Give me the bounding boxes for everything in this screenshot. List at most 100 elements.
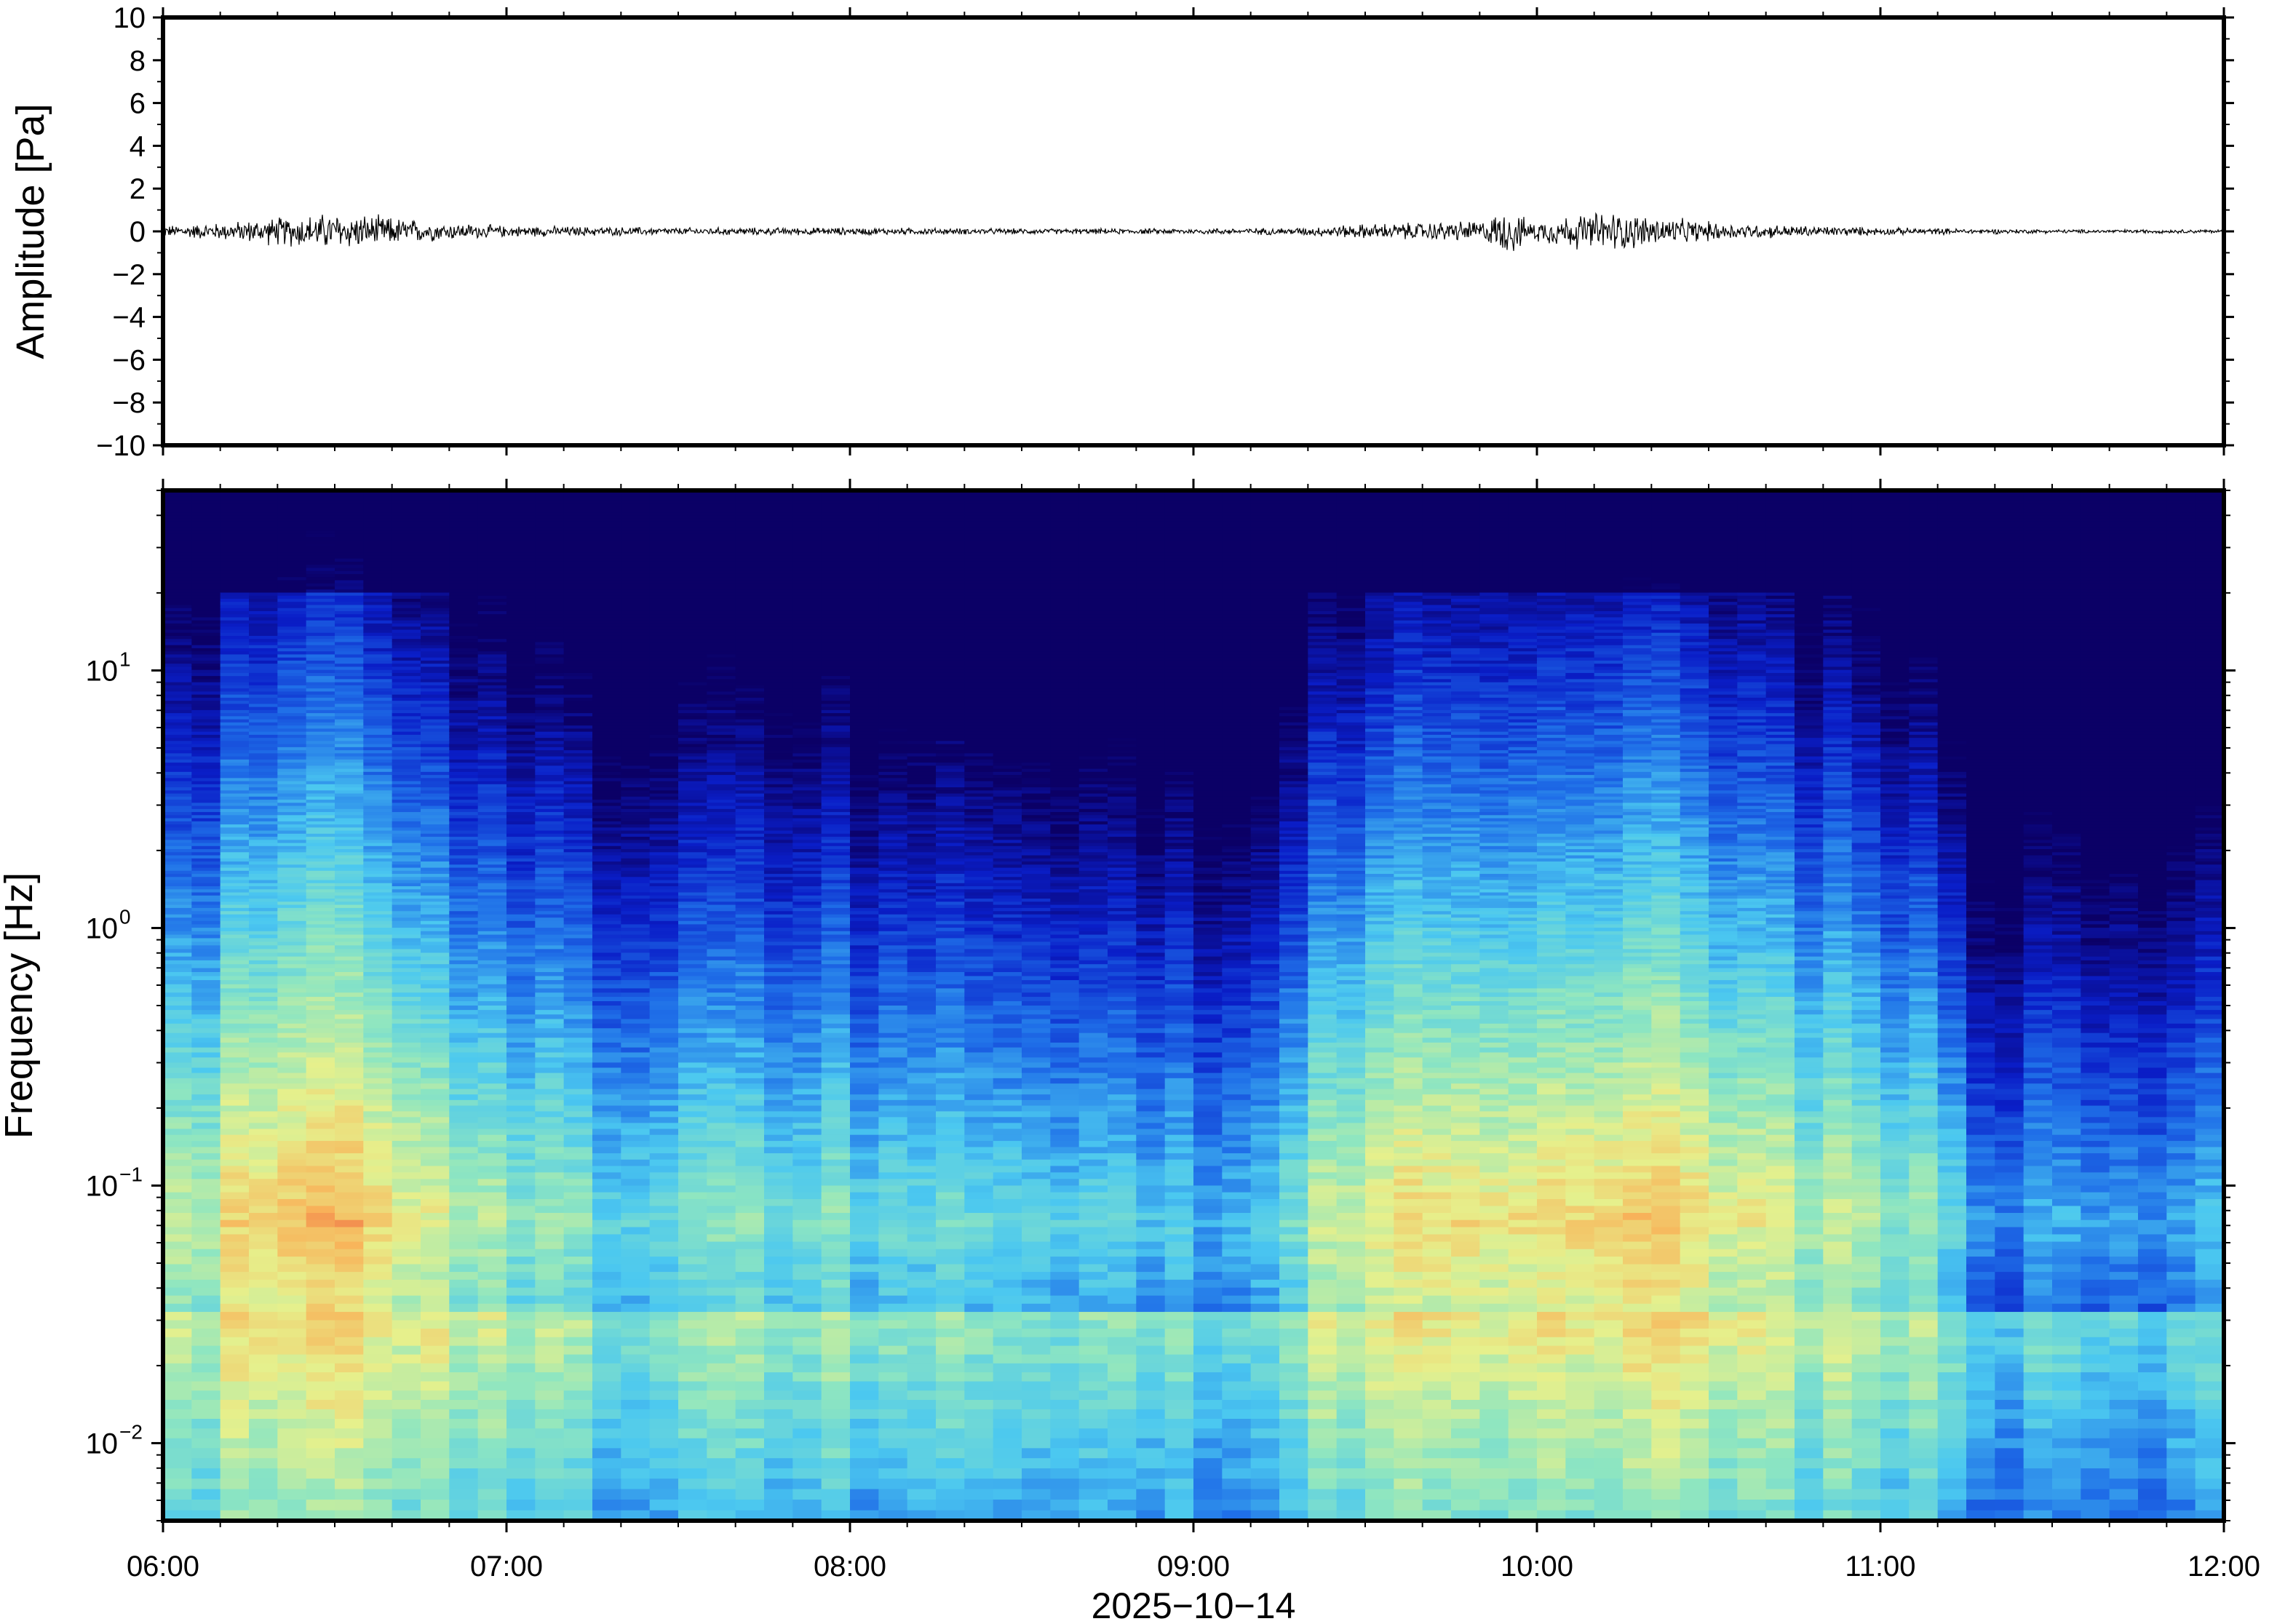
spectrogram-cell [306, 780, 335, 784]
spectrogram-cell [506, 601, 536, 605]
spectrogram-cell [392, 805, 421, 809]
spectrogram-cell [621, 554, 651, 559]
spectrogram-cell [335, 521, 364, 525]
spectrogram-cell [220, 502, 250, 506]
spectrogram-cell [678, 638, 707, 642]
spectrogram-cell [163, 496, 192, 501]
spectrogram-cell [592, 836, 621, 840]
spectrogram-cell [363, 792, 393, 797]
spectrogram-cell [392, 552, 421, 556]
spectrogram-cell [449, 885, 479, 890]
spectrogram-cell [678, 979, 707, 984]
spectrogram-cell [335, 509, 364, 513]
spectrogram-cell [563, 789, 593, 794]
spectrogram-cell [163, 1372, 192, 1382]
spectrogram-cell [477, 960, 507, 965]
spectrogram-cell [306, 685, 335, 689]
spectrogram-cell [306, 1468, 335, 1479]
spectrogram-cell [506, 879, 536, 883]
spectrogram-cell [535, 586, 565, 590]
spectrogram-cell [249, 709, 278, 714]
spectrogram-cell [421, 1116, 450, 1123]
spectrogram-cell [392, 579, 421, 584]
spectrogram-cell [506, 799, 536, 803]
spectrogram-cell [220, 1212, 250, 1220]
spectrogram-cell [592, 992, 621, 998]
spectrogram-cell [477, 505, 507, 509]
spectrogram-cell [506, 914, 536, 918]
spectrogram-cell [592, 1134, 621, 1142]
spectrogram-cell [277, 570, 307, 574]
spectrogram-cell [477, 833, 507, 837]
spectrogram-cell [249, 505, 278, 509]
spectrogram-cell [449, 1178, 479, 1186]
spectrogram-cell [392, 719, 421, 723]
spectrogram-cell [592, 1212, 621, 1220]
spectrogram-cell [163, 777, 192, 781]
spectrogram-cell [277, 629, 307, 633]
spectrogram-cell [707, 1042, 736, 1048]
spectrogram-cell [421, 967, 450, 972]
spectrogram-cell [421, 879, 450, 883]
spectrogram-cell [735, 971, 765, 976]
spectrogram-cell [335, 1271, 364, 1280]
spectrogram-cell [535, 1094, 565, 1100]
spectrogram-cell [249, 632, 278, 636]
spectrogram-cell [191, 1014, 221, 1019]
spectrogram-cell [563, 1000, 593, 1006]
spectrogram-cell [506, 734, 536, 739]
spectrogram-cell [335, 784, 364, 788]
spectrogram-cell [535, 514, 565, 519]
spectrogram-cell [220, 749, 250, 754]
spectrogram-cell [306, 873, 335, 877]
spectrogram-cell [621, 1104, 651, 1112]
spectrogram-cell [363, 505, 393, 509]
spectrogram-cell [249, 1032, 278, 1038]
spectrogram-cell [163, 789, 192, 794]
spectrogram-cell [163, 1263, 192, 1273]
spectrogram-cell [707, 879, 736, 883]
spectrogram-cell [421, 821, 450, 825]
spectrogram-cell [735, 910, 765, 915]
spectrogram-cell [735, 817, 765, 821]
spectrogram-cell [163, 712, 192, 717]
spectrogram-cell [421, 1337, 450, 1346]
spectrogram-cell [477, 1009, 507, 1015]
spectrogram-cell [306, 672, 335, 677]
spectrogram-cell [449, 1390, 479, 1400]
spectrogram-cell [649, 678, 679, 682]
spectrogram-cell [421, 1510, 450, 1521]
spectrogram-cell [678, 682, 707, 685]
spectrogram-cell [249, 527, 278, 531]
spectrogram-cell [191, 554, 221, 559]
spectrogram-cell [506, 784, 536, 788]
spectrogram-cell [506, 1005, 536, 1011]
spectrogram-cell [335, 1295, 364, 1304]
spectrogram-cell [191, 1056, 221, 1063]
spectrogram-cell [592, 620, 621, 624]
spectrogram-cell [563, 1110, 593, 1118]
spectrogram-cell [220, 1099, 250, 1106]
spectrogram-cell [191, 570, 221, 574]
spectrogram-cell [277, 1051, 307, 1058]
spectrogram-cell [449, 975, 479, 981]
spectrogram-cell [449, 675, 479, 680]
spectrogram-cell [306, 744, 335, 747]
spectrogram-cell [220, 923, 250, 928]
spectrogram-cell [477, 728, 507, 732]
spectrogram-cell [678, 749, 707, 754]
spectrogram-cell [363, 765, 393, 769]
spectrogram-cell [163, 648, 192, 652]
spectrogram-cell [477, 1287, 507, 1296]
spectrogram-cell [421, 648, 450, 652]
spectrogram-cell [421, 920, 450, 925]
spectrogram-cell [621, 542, 651, 546]
spectrogram-cell [477, 971, 507, 976]
spectrogram-cell [592, 1468, 621, 1479]
spectrogram-cell [592, 653, 621, 658]
spectrogram-cell [449, 592, 479, 596]
spectrogram-cell [563, 1051, 593, 1058]
spectrogram-cell [392, 842, 421, 846]
spectrogram-cell [249, 937, 278, 942]
spectrogram-cell [707, 697, 736, 701]
